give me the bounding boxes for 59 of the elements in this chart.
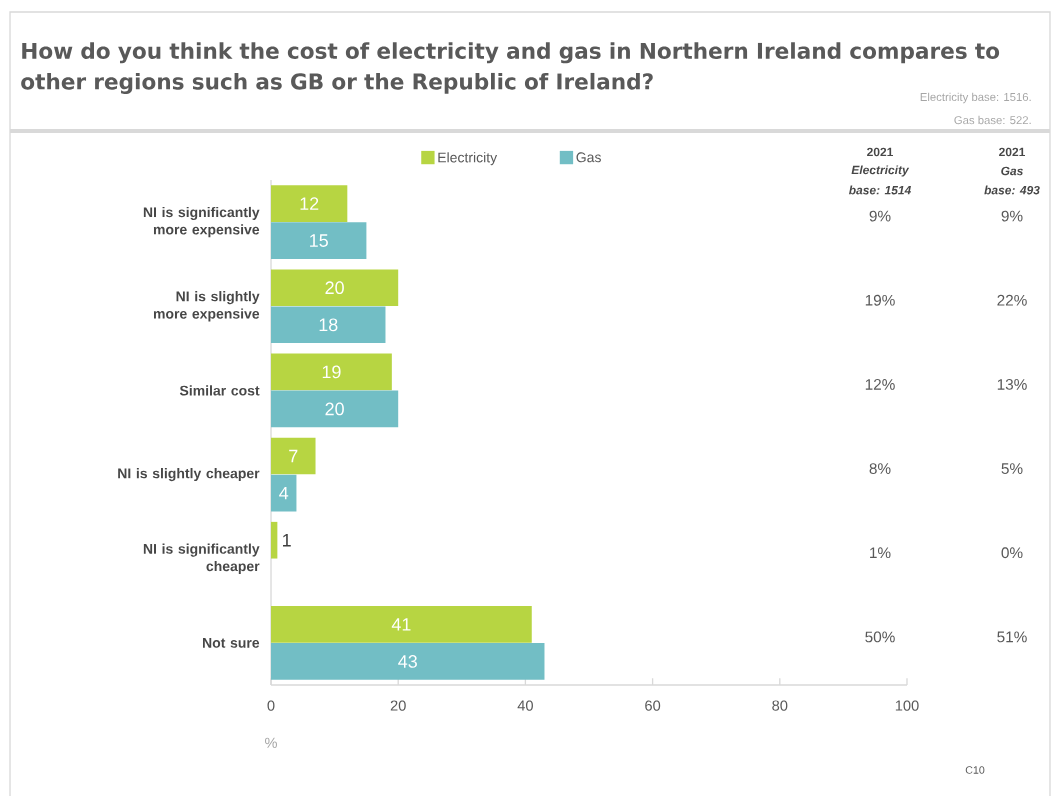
- bar: [271, 353, 392, 391]
- annotation: 12%: [865, 379, 895, 390]
- text: 22%: [997, 294, 1027, 306]
- x-tick-label: 60: [645, 700, 661, 711]
- bar: [271, 521, 278, 559]
- data-label: 1: [283, 534, 291, 547]
- data-label: 15: [310, 234, 328, 247]
- legend-label: Electricity: [438, 152, 498, 166]
- text: 2021: [867, 147, 893, 157]
- x-tick-label: 100: [895, 700, 919, 711]
- text: 13%: [997, 378, 1027, 390]
- chart-title: How do you think the cost of electricity and gas in Northern Ireland compares to other regions such as GB or the Republic of Ireland?: [21, 42, 1000, 94]
- text: Electricity base: 1516.: [920, 92, 1031, 104]
- y-tick-label: Not sure: [203, 638, 260, 648]
- text: 0%: [1001, 547, 1023, 559]
- bar: [271, 390, 399, 428]
- data-label: 19: [322, 365, 341, 379]
- y-tick-label: NI is slightly cheaper: [118, 468, 260, 482]
- bar: [271, 269, 399, 307]
- x-tick-label: 20: [390, 700, 406, 711]
- x-tick-label: 80: [772, 700, 788, 711]
- data-label: 12: [300, 197, 319, 210]
- data-label: 43: [398, 655, 417, 668]
- data-label: 20: [325, 281, 344, 295]
- y-tick-label: NI is slightly more expensive: [153, 291, 260, 322]
- y-tick-label: Similar cost: [179, 385, 260, 396]
- text: 9%: [1001, 210, 1023, 222]
- text: base: 493: [984, 185, 1040, 195]
- x-axis-title: %: [265, 737, 277, 748]
- data-label: 18: [319, 318, 338, 332]
- legend-label: Gas: [576, 152, 601, 163]
- text: C10: [965, 766, 985, 774]
- text: 2021: [999, 147, 1025, 157]
- annotation: 9%: [869, 210, 891, 222]
- data-label: 4: [279, 486, 289, 500]
- bar: [271, 306, 386, 344]
- bar: [271, 643, 545, 680]
- annotation: 1%: [870, 547, 891, 559]
- annotation: base: 1514: [848, 185, 912, 195]
- text: Gas: [1001, 166, 1023, 176]
- y-tick-label: NI is significantly more expensive: [143, 206, 260, 238]
- annotation: 50%: [865, 631, 895, 643]
- text: 51%: [997, 631, 1027, 643]
- bar: [271, 606, 532, 643]
- x-tick-label: 40: [517, 700, 533, 711]
- annotation: 19%: [865, 294, 895, 306]
- bar: [271, 185, 348, 222]
- x-tick-label: 0: [267, 700, 275, 711]
- y-tick-label: NI is significantly cheaper: [143, 543, 260, 574]
- bar: [271, 474, 297, 512]
- text: 5%: [1001, 463, 1023, 474]
- data-label: 41: [391, 618, 411, 631]
- annotation: 8%: [869, 463, 891, 474]
- data-label: 20: [325, 402, 344, 416]
- bar: [271, 222, 367, 259]
- data-label: 7: [289, 449, 298, 463]
- text: Electricity: [851, 165, 910, 177]
- bar: [271, 437, 316, 475]
- text: Gas base: 522.: [954, 115, 1031, 125]
